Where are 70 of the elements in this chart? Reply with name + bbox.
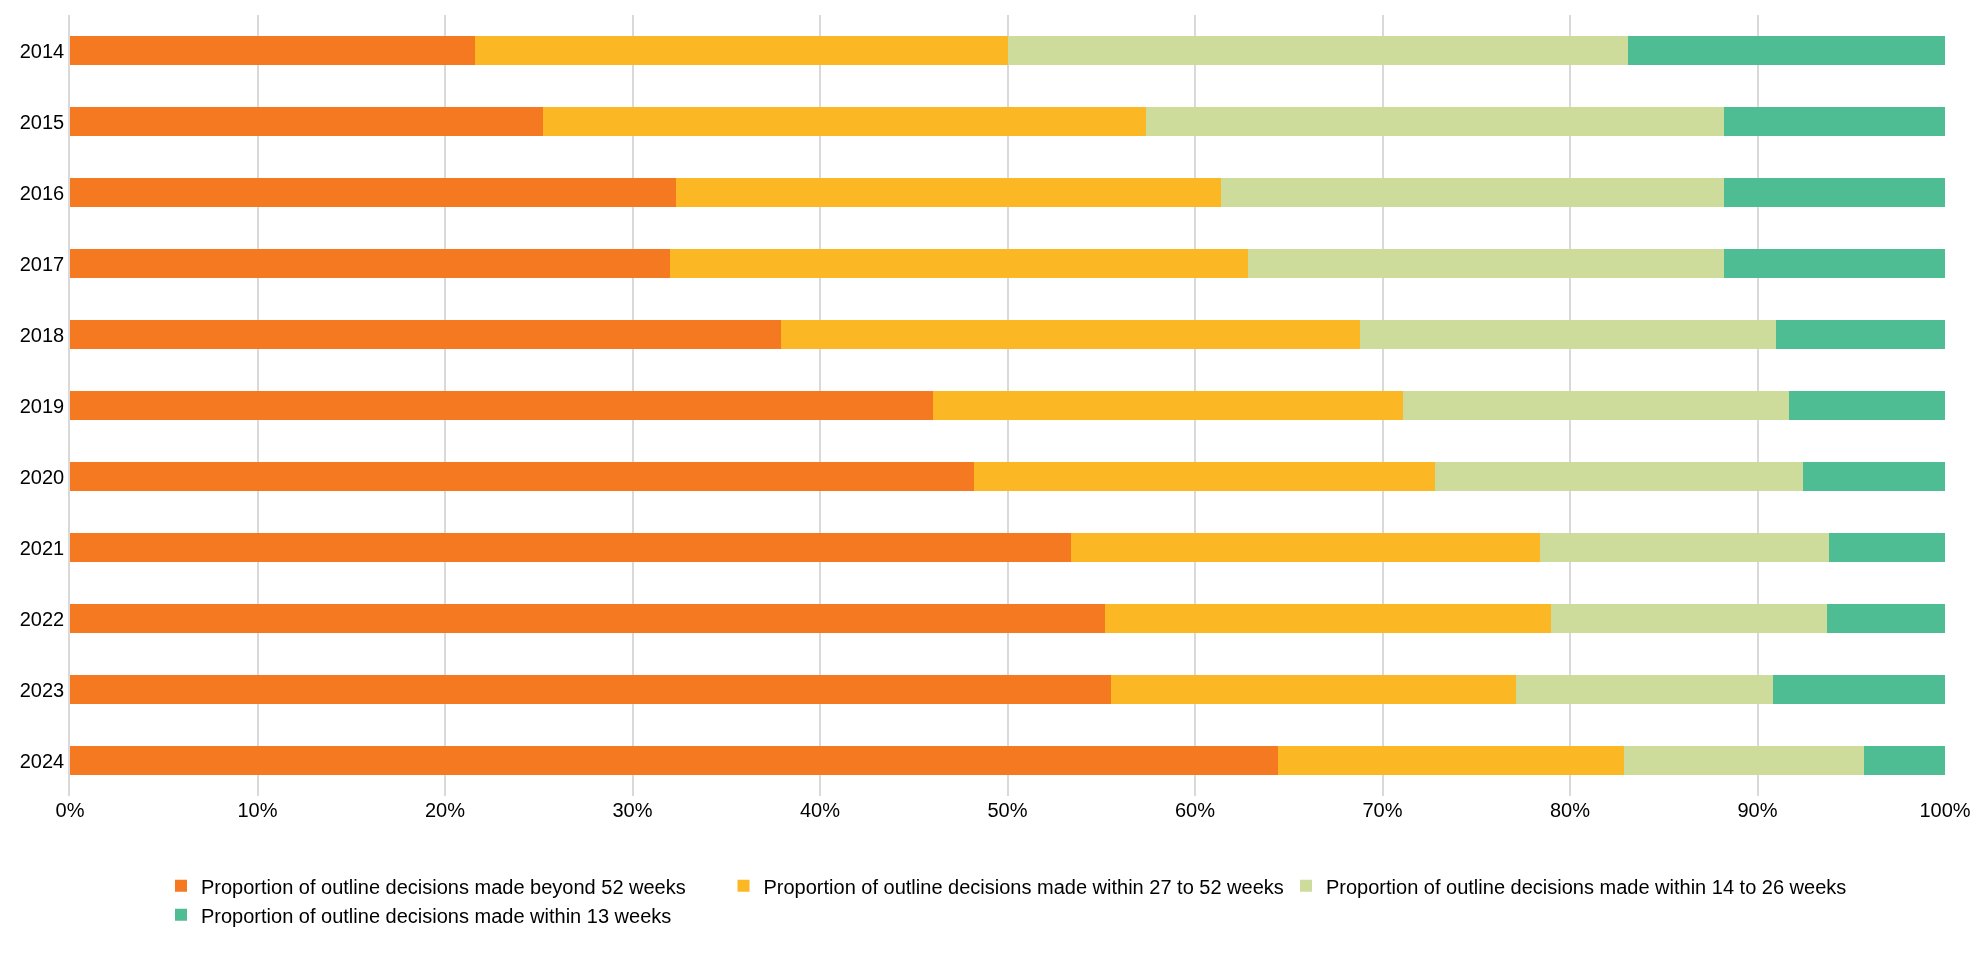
bar bbox=[1360, 320, 1777, 349]
legend-label: Proportion of outline decisions made within 27 to 52 weeks bbox=[763, 875, 1284, 898]
y-tick-label: 2023 bbox=[19, 678, 65, 701]
x-tick-label: 20% bbox=[424, 799, 466, 821]
x-tick-label: 0% bbox=[55, 799, 85, 821]
bar bbox=[70, 178, 676, 207]
y-tick-label: 2024 bbox=[19, 749, 65, 772]
y-tick-label: 2018 bbox=[19, 323, 65, 346]
bar bbox=[1828, 533, 1945, 562]
bar bbox=[70, 604, 1105, 633]
bar bbox=[1110, 675, 1516, 704]
bar bbox=[1802, 462, 1945, 491]
bar bbox=[1007, 36, 1629, 65]
bar bbox=[70, 462, 974, 491]
x-tick-label: 10% bbox=[237, 799, 278, 821]
bar bbox=[70, 36, 475, 65]
legend-label: Proportion of outline decisions made within 14 to 26 weeks bbox=[1326, 875, 1847, 898]
bar bbox=[70, 746, 1278, 775]
y-tick-label: 2015 bbox=[19, 110, 65, 133]
bar bbox=[1277, 746, 1625, 775]
bar bbox=[1772, 675, 1945, 704]
legend-label: Proportion of outline decisions made within 13 weeks bbox=[201, 904, 672, 927]
bar bbox=[675, 178, 1222, 207]
bar bbox=[1247, 249, 1724, 278]
y-tick-label: 2021 bbox=[19, 536, 65, 559]
bar bbox=[1435, 462, 1803, 491]
bar bbox=[1551, 604, 1827, 633]
bar bbox=[1515, 675, 1773, 704]
bar bbox=[70, 249, 670, 278]
bar bbox=[1071, 533, 1540, 562]
x-tick-label: 60% bbox=[1174, 799, 1216, 821]
x-tick-label: 40% bbox=[799, 799, 841, 821]
x-tick-label: 30% bbox=[612, 799, 653, 821]
bar bbox=[1826, 604, 1945, 633]
bar bbox=[1723, 178, 1945, 207]
bar bbox=[542, 107, 1147, 136]
bar bbox=[475, 36, 1008, 65]
bar bbox=[1146, 107, 1724, 136]
bar bbox=[973, 462, 1435, 491]
y-tick-label: 2014 bbox=[19, 39, 65, 62]
y-tick-label: 2017 bbox=[19, 252, 65, 275]
y-tick-label: 2020 bbox=[19, 465, 65, 488]
bar bbox=[1105, 604, 1552, 633]
bar bbox=[1624, 746, 1865, 775]
bar bbox=[70, 320, 781, 349]
bar bbox=[70, 391, 933, 420]
bar bbox=[1776, 320, 1945, 349]
x-tick-label: 90% bbox=[1737, 799, 1778, 821]
bar bbox=[1789, 391, 1945, 420]
bar bbox=[1540, 533, 1829, 562]
bar bbox=[70, 533, 1072, 562]
y-tick-label: 2019 bbox=[19, 394, 65, 417]
bar bbox=[780, 320, 1360, 349]
y-tick-label: 2022 bbox=[19, 607, 65, 630]
legend-label: Proportion of outline decisions made beyond 52 weeks bbox=[201, 875, 686, 898]
bar bbox=[1403, 391, 1790, 420]
bar bbox=[1221, 178, 1724, 207]
bar bbox=[70, 107, 543, 136]
bar bbox=[1723, 249, 1945, 278]
x-tick-label: 70% bbox=[1362, 799, 1403, 821]
bar bbox=[1628, 36, 1945, 65]
y-tick-label: 2016 bbox=[19, 181, 65, 204]
bar bbox=[670, 249, 1248, 278]
x-tick-label: 100% bbox=[1919, 799, 1971, 821]
x-tick-label: 50% bbox=[987, 799, 1028, 821]
bar bbox=[1723, 107, 1945, 136]
bar bbox=[70, 675, 1111, 704]
x-tick-label: 80% bbox=[1549, 799, 1591, 821]
bar bbox=[932, 391, 1404, 420]
bar bbox=[1864, 746, 1945, 775]
